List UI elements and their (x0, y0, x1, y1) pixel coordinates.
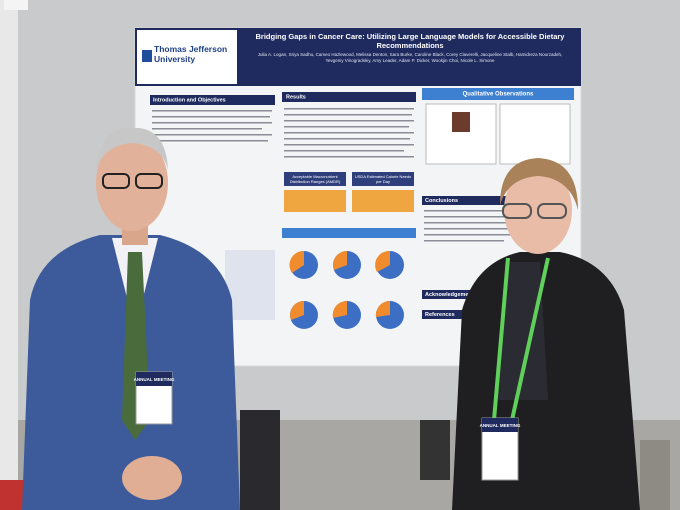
institution-box: Thomas Jefferson University (154, 44, 228, 64)
figure-box (284, 190, 346, 212)
section-title: Acknowledgements (425, 292, 477, 298)
food-photo (452, 112, 470, 132)
pillar (0, 0, 18, 480)
title-box: Bridging Gaps in Cancer Care: Utilizing … (255, 32, 565, 63)
figure-header: Acceptable Macronutrient Distribution Ra… (289, 174, 341, 184)
figure-box (352, 190, 414, 212)
figure-header-box: Acceptable Macronutrient Distribution Ra… (289, 174, 341, 184)
badge-text: ANNUAL MEETING (480, 423, 521, 428)
section-title: Conclusions (425, 198, 458, 204)
poster-authors: Julia A. Logan, Sriya Sadhu, Cameo Hazle… (257, 52, 563, 63)
text-lines (152, 108, 514, 242)
figure-header-bar (284, 172, 346, 186)
woman-glasses (537, 203, 567, 219)
man-glasses (135, 173, 163, 189)
section-bar (282, 92, 416, 102)
man-glasses (102, 173, 130, 189)
section-bar (422, 310, 472, 319)
badge-header (136, 372, 172, 386)
figure (499, 103, 571, 165)
section-title: References (425, 312, 455, 318)
man-hands (122, 456, 182, 500)
figure-header-box: USDA Estimated Calorie Needs per Day (354, 174, 412, 184)
badge-header (482, 418, 518, 432)
woman-lanyard (492, 257, 550, 421)
section-title: Qualitative Observations (463, 92, 534, 98)
bystander (420, 420, 450, 480)
figure-header-bar (352, 172, 414, 186)
man-hair (96, 127, 168, 170)
section-title: Introduction and Objectives (153, 97, 226, 103)
section-title: Results (286, 94, 306, 100)
table (225, 250, 275, 320)
man-face (96, 135, 168, 231)
institution: Thomas Jefferson University (154, 44, 228, 64)
section-bar (150, 95, 275, 105)
poster-title: Bridging Gaps in Cancer Care: Utilizing … (255, 32, 565, 50)
figure-header: USDA Estimated Calorie Needs per Day (354, 174, 412, 184)
pie-charts (289, 250, 404, 329)
section-bar (422, 88, 574, 100)
logo-mark (142, 50, 152, 62)
bystander (240, 410, 280, 510)
badge-text: ANNUAL MEETING (134, 377, 175, 382)
chair (640, 440, 670, 510)
woman-top (498, 262, 548, 400)
sign (4, 0, 28, 10)
woman-glasses (502, 203, 532, 219)
section-bar (422, 196, 522, 205)
woman-hair (500, 158, 578, 210)
logo-box (137, 30, 237, 84)
figure-bar (282, 228, 416, 238)
